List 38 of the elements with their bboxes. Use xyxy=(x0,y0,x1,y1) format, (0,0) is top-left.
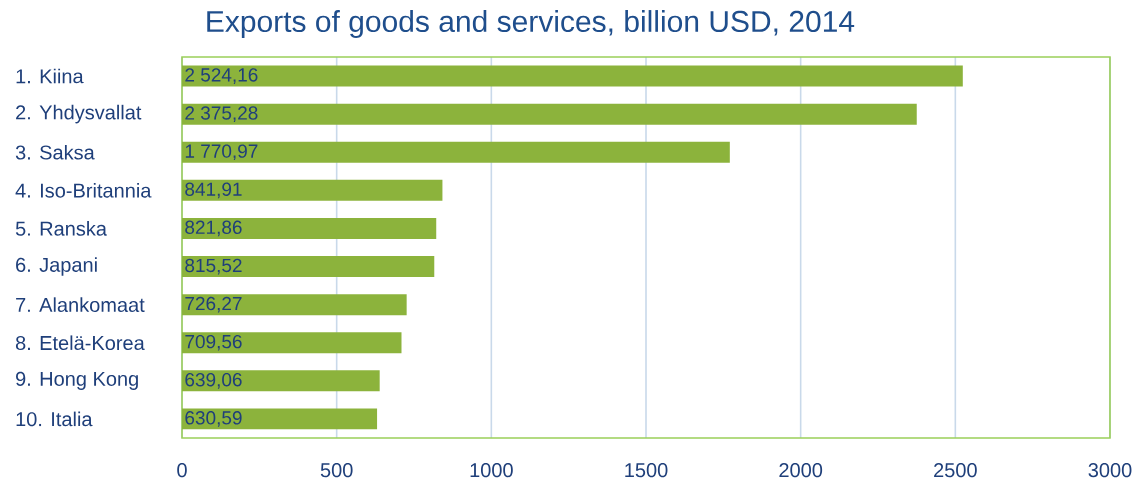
bar xyxy=(182,370,380,392)
bar xyxy=(182,332,402,354)
y-tick-label: 3. Saksa xyxy=(15,144,95,160)
data-label: 639,06 xyxy=(185,373,242,389)
y-tick-label: 9. Hong Kong xyxy=(16,371,138,390)
data-label: 630,59 xyxy=(185,411,242,427)
data-label: 815,52 xyxy=(185,258,242,275)
data-label: 2 524,16 xyxy=(185,68,258,84)
data-label: 726,27 xyxy=(185,296,242,313)
chart-title: Exports of goods and services, billion USD, 2014 xyxy=(207,10,855,39)
bar xyxy=(182,256,435,278)
bar xyxy=(182,141,730,163)
y-tick-label: 7. Alankomaat xyxy=(16,297,145,313)
y-tick-label: 6. Japani xyxy=(16,257,97,276)
y-tick-label: 5. Ranska xyxy=(15,221,107,236)
data-label: 2 375,28 xyxy=(185,106,258,123)
bar xyxy=(182,408,378,430)
y-tick-label: 8. Etelä-Korea xyxy=(15,335,145,351)
x-tick-label: 1500 xyxy=(625,463,668,478)
bar xyxy=(182,179,443,201)
data-label: 841,91 xyxy=(185,182,242,199)
x-tick-label: 0 xyxy=(177,463,187,478)
data-label: 821,86 xyxy=(185,220,242,237)
bar xyxy=(182,294,407,316)
y-tick-label: 4. Iso-Britannia xyxy=(15,183,152,198)
data-label: 1 770,97 xyxy=(185,144,258,161)
x-tick-label: 1000 xyxy=(470,463,513,478)
y-tick-label: 2. Yhdysvallat xyxy=(16,104,142,124)
bar xyxy=(182,65,963,87)
x-tick-label: 2000 xyxy=(779,463,823,478)
y-tick-label: 10. Italia xyxy=(16,411,93,427)
data-label: 709,56 xyxy=(185,334,242,351)
bar xyxy=(182,103,917,125)
x-tick-label: 2500 xyxy=(934,463,977,478)
bar xyxy=(182,218,437,239)
x-tick-label: 3000 xyxy=(1088,463,1132,478)
y-tick-label: 1. Kiina xyxy=(16,68,84,84)
x-tick-label: 500 xyxy=(320,463,353,478)
